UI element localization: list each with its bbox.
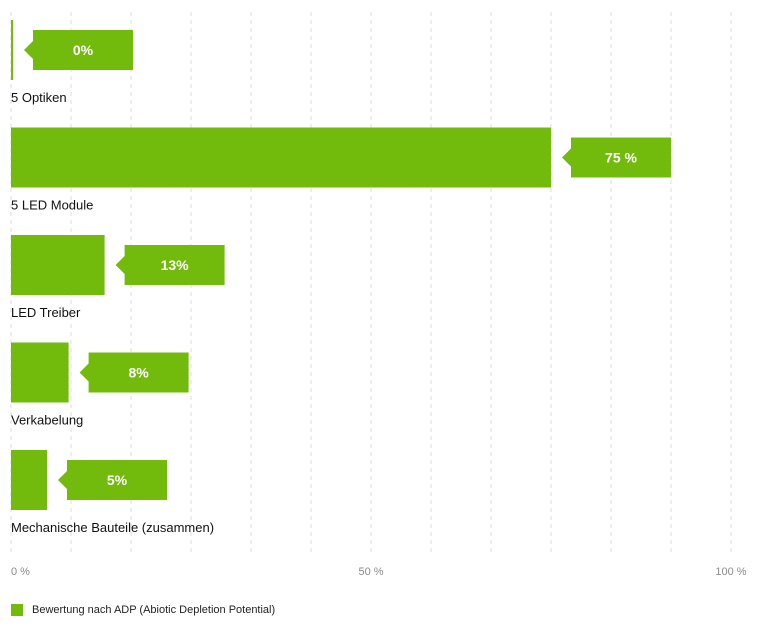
data-label-callout <box>562 137 671 178</box>
legend-swatch <box>11 604 23 616</box>
bar-category-label: 5 Optiken <box>11 90 67 105</box>
bar <box>11 127 551 188</box>
bar <box>11 20 13 80</box>
data-label-callout <box>115 245 225 285</box>
data-label: 13% <box>161 257 190 273</box>
x-tick-label: 0 % <box>11 566 30 578</box>
bar-category-label: Verkabelung <box>11 413 83 428</box>
bar-category-label: LED Treiber <box>11 305 81 320</box>
x-tick-label: 50 % <box>358 566 383 578</box>
x-tick-label: 100 % <box>715 566 746 578</box>
data-label: 8% <box>128 365 149 381</box>
data-label: 75 % <box>605 150 637 166</box>
data-label: 5% <box>107 472 128 488</box>
bar <box>11 342 69 403</box>
bar-category-label: 5 LED Module <box>11 198 93 213</box>
bar <box>11 235 105 295</box>
bars-layer: 5 Optiken 0% 5 LED Module 75 % LED Treiber 13… <box>11 20 671 535</box>
data-label-callout <box>58 460 167 500</box>
bar <box>11 450 47 510</box>
data-label-callout <box>79 352 189 393</box>
legend-label: Bewertung nach ADP (Abiotic Depletion Po… <box>32 604 276 616</box>
ticks-layer: 0 % 50 % 100 % <box>11 566 747 578</box>
bar-category-label: Mechanische Bauteile (zusammen) <box>11 520 214 535</box>
data-label-callout <box>24 30 133 70</box>
legend: Bewertung nach ADP (Abiotic Depletion Po… <box>11 604 275 616</box>
data-label: 0% <box>73 42 94 58</box>
